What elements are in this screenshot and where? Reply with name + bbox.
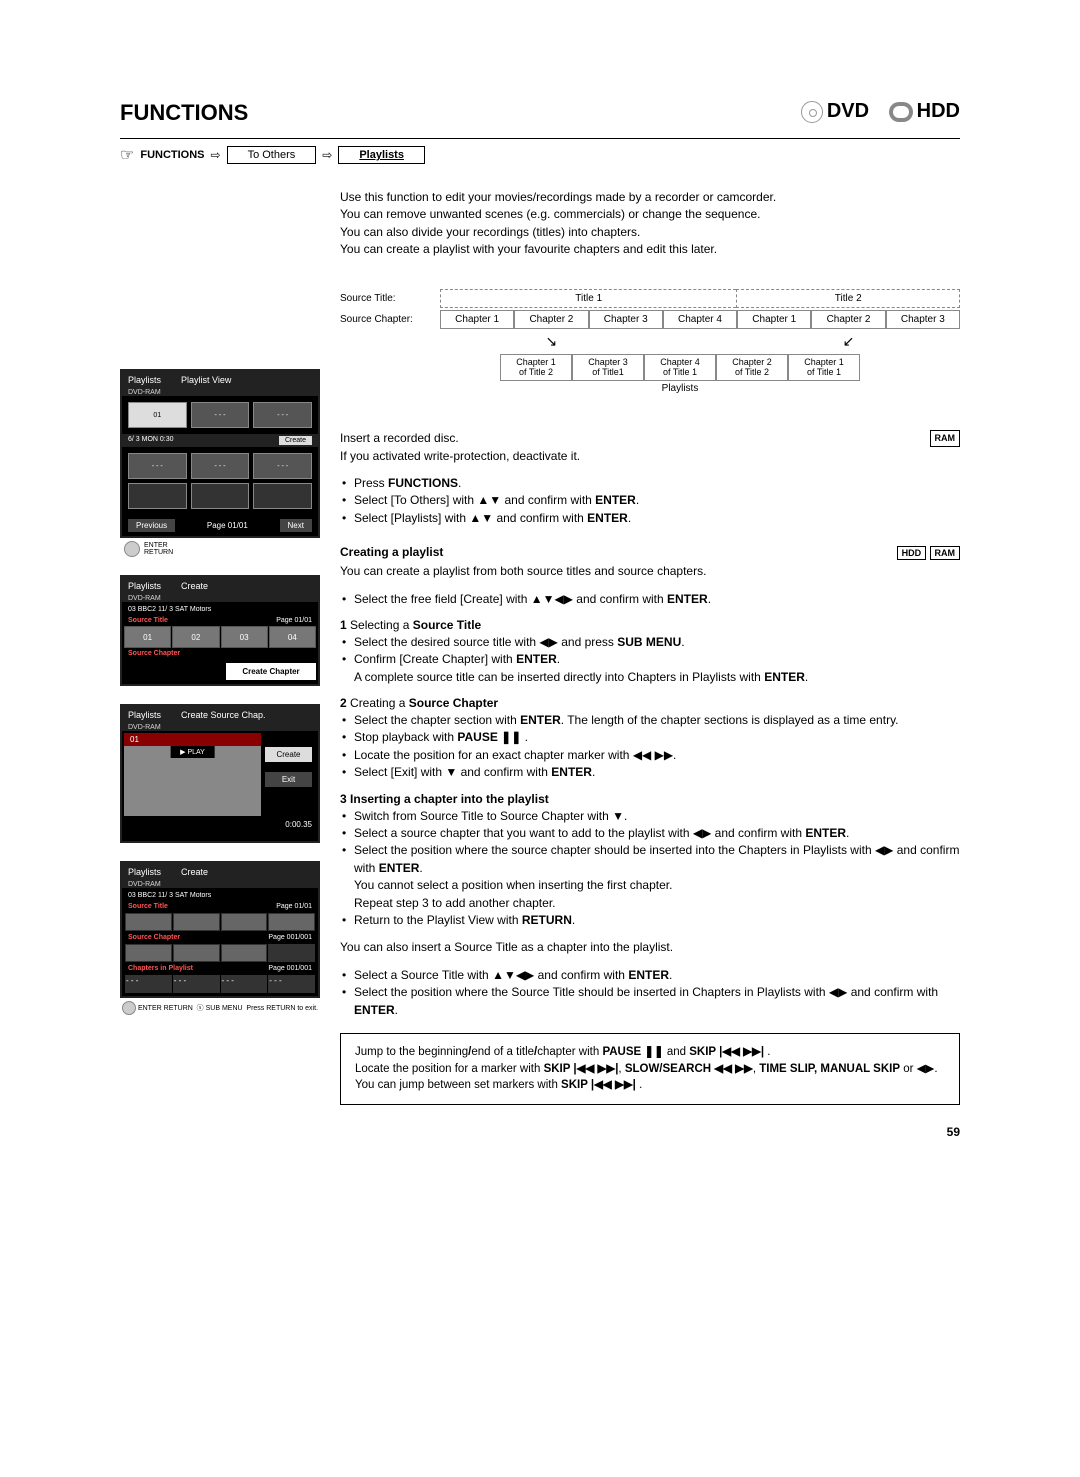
breadcrumb: ☞ FUNCTIONS ⇨ To Others ⇨ Playlists bbox=[120, 145, 960, 165]
breadcrumb-functions: FUNCTIONS bbox=[140, 149, 204, 161]
step-1: 1 Selecting a Source Title Select the de… bbox=[340, 618, 960, 686]
creating-playlist-text: You can create a playlist from both sour… bbox=[340, 563, 960, 580]
enter-return-icon bbox=[124, 541, 140, 557]
page-number: 59 bbox=[120, 1125, 960, 1139]
instruction-list: Press FUNCTIONS. Select [To Others] with… bbox=[340, 475, 960, 527]
arrow-icon: ⇨ bbox=[211, 148, 221, 162]
enter-return-icon bbox=[122, 1001, 136, 1015]
creating-list: Select the free field [Create] with ▲▼◀▶… bbox=[340, 591, 960, 608]
arrow-icon: ⇨ bbox=[322, 148, 332, 162]
hand-icon: ☞ bbox=[120, 145, 134, 165]
hdd-label: HDD bbox=[917, 100, 960, 122]
creating-playlist-heading: Creating a playlist HDD RAM bbox=[340, 545, 960, 559]
step-2: 2 Creating a Source Chapter Select the c… bbox=[340, 696, 960, 782]
hdd-icon bbox=[889, 102, 913, 122]
media-badges: DVD HDD bbox=[801, 100, 960, 123]
screenshot-create: PlaylistsCreate DVD-RAM 03 BBC2 11/ 3 SA… bbox=[120, 575, 320, 686]
screenshot-create-full: PlaylistsCreate DVD-RAM 03 BBC2 11/ 3 SA… bbox=[120, 861, 320, 1015]
insert-instruction: RAM Insert a recorded disc. If you activ… bbox=[340, 430, 960, 465]
screenshot-create-source-chap: PlaylistsCreate Source Chap. DVD-RAM 01 … bbox=[120, 704, 320, 843]
breadcrumb-box-playlists: Playlists bbox=[338, 146, 425, 164]
step-3: 3 Inserting a chapter into the playlist … bbox=[340, 792, 960, 1019]
tip-box: Jump to the beginning/end of a title/cha… bbox=[340, 1033, 960, 1105]
ram-badge: RAM bbox=[930, 430, 961, 447]
playlist-diagram: Source Title: Title 1 Title 2 Source Cha… bbox=[340, 289, 960, 395]
dvd-label: DVD bbox=[827, 100, 869, 122]
breadcrumb-box-to-others: To Others bbox=[227, 146, 317, 164]
disc-icon bbox=[801, 101, 823, 123]
intro-text: Use this function to edit your movies/re… bbox=[340, 189, 960, 259]
screenshot-playlist-view: PlaylistsPlaylist View DVD-RAM 01 - - --… bbox=[120, 369, 320, 557]
